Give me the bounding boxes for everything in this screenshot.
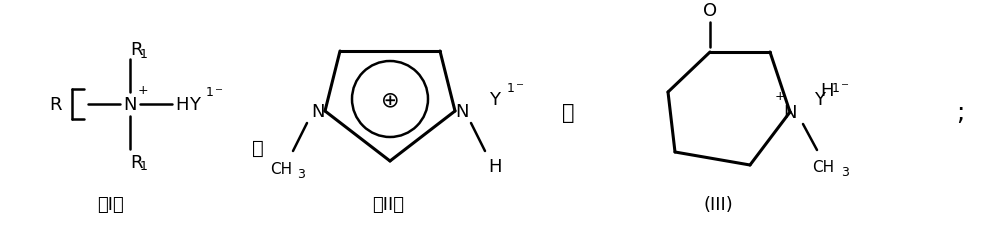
Text: CH: CH	[812, 160, 834, 175]
Text: 或: 或	[562, 103, 574, 122]
Text: 3: 3	[841, 166, 849, 179]
Text: N: N	[455, 103, 469, 120]
Text: (III): (III)	[703, 195, 733, 213]
Text: 1: 1	[206, 86, 214, 99]
Text: 、: 、	[252, 138, 264, 157]
Text: R: R	[50, 96, 62, 113]
Text: CH: CH	[270, 162, 292, 177]
Text: N: N	[123, 96, 137, 113]
Text: ⁻: ⁻	[516, 80, 524, 95]
Text: O: O	[703, 2, 717, 20]
Text: 1: 1	[507, 81, 515, 94]
Text: R: R	[130, 41, 143, 59]
Text: H: H	[175, 96, 189, 113]
Text: R: R	[130, 153, 143, 171]
Text: 1: 1	[140, 160, 148, 173]
Text: 3: 3	[297, 168, 305, 181]
Text: ;: ;	[956, 101, 964, 124]
Text: （I）: （I）	[97, 195, 123, 213]
Text: N: N	[783, 104, 797, 122]
Text: N: N	[311, 103, 325, 120]
Text: Y: Y	[490, 91, 501, 108]
Text: ⊕: ⊕	[381, 90, 399, 110]
Text: 1: 1	[140, 47, 148, 60]
Text: 1: 1	[832, 81, 840, 94]
Text: H: H	[820, 82, 834, 99]
Text: Y: Y	[190, 96, 201, 113]
Text: ⁻: ⁻	[841, 80, 849, 95]
Text: H: H	[488, 157, 502, 175]
Text: （II）: （II）	[372, 195, 404, 213]
Text: ⁻: ⁻	[215, 85, 223, 100]
Text: Y: Y	[814, 91, 826, 108]
Text: +: +	[138, 84, 148, 97]
Text: +: +	[775, 90, 785, 103]
